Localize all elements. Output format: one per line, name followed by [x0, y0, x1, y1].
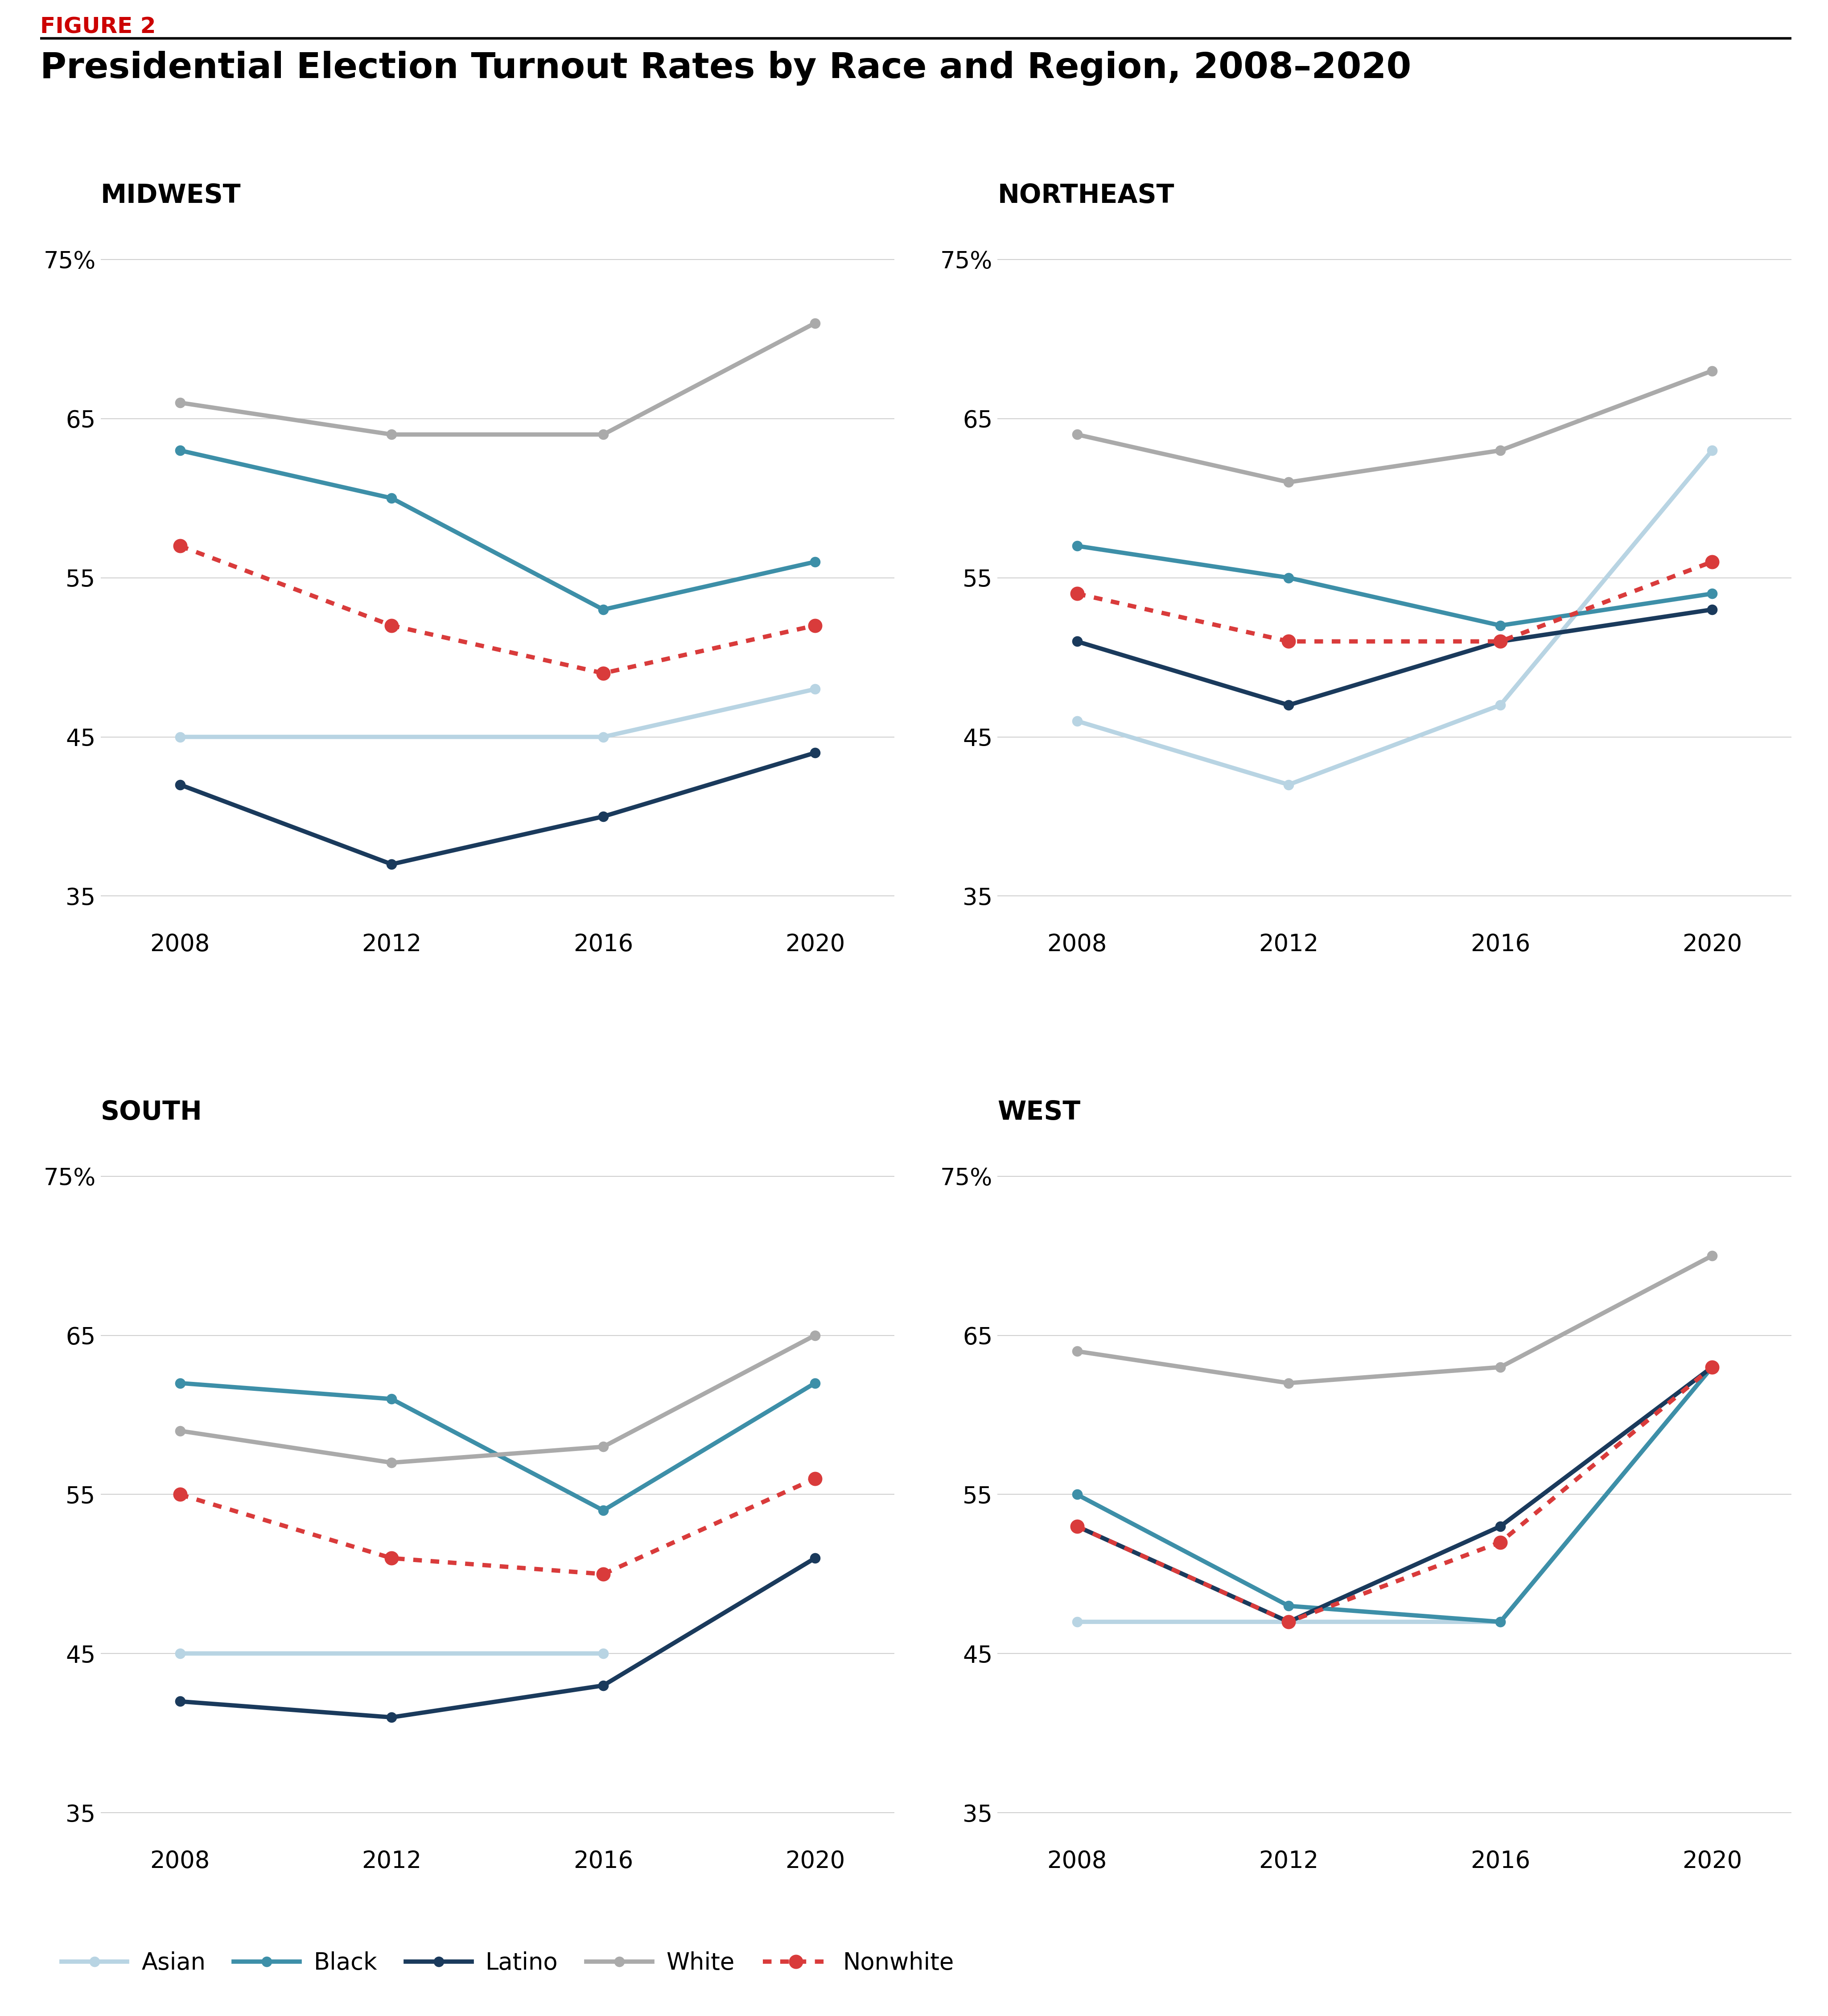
Text: FIGURE 2: FIGURE 2 [40, 16, 155, 38]
Legend: Asian, Black, Latino, White, Nonwhite: Asian, Black, Latino, White, Nonwhite [51, 1941, 963, 1984]
Text: MIDWEST: MIDWEST [101, 183, 241, 208]
Text: Presidential Election Turnout Rates by Race and Region, 2008–2020: Presidential Election Turnout Rates by R… [40, 50, 1411, 85]
Text: NORTHEAST: NORTHEAST [998, 183, 1174, 208]
Text: SOUTH: SOUTH [101, 1099, 203, 1125]
Text: WEST: WEST [998, 1099, 1080, 1125]
